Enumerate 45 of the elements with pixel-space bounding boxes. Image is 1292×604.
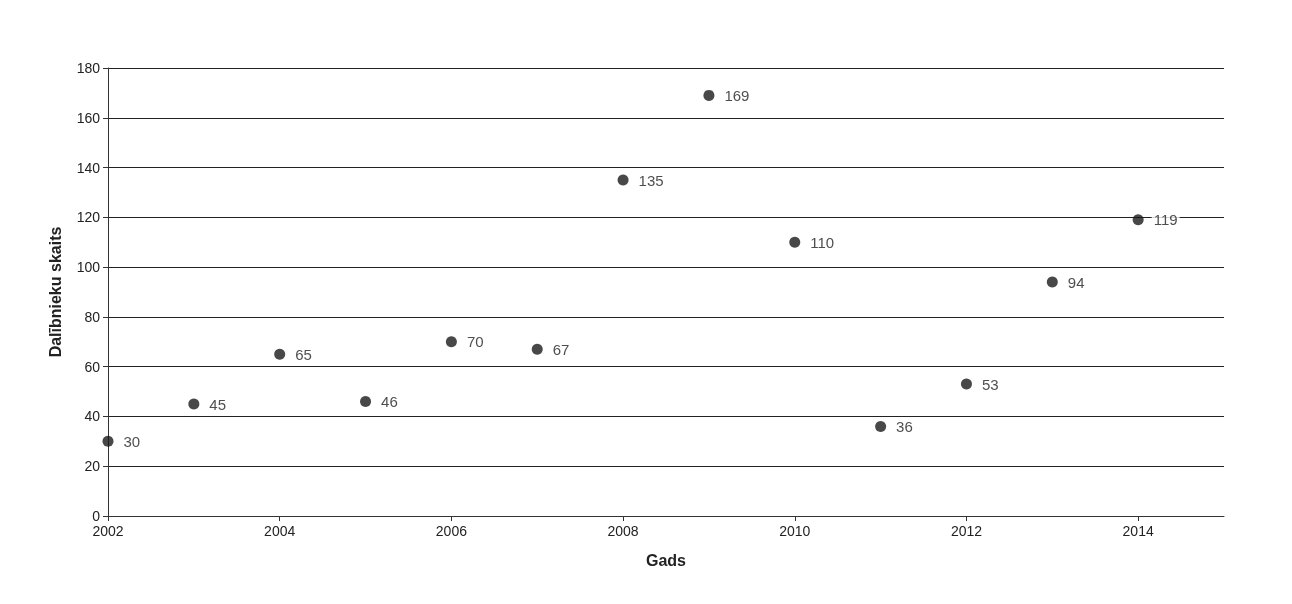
data-label: 94	[1067, 273, 1085, 291]
y-tick-label: 0	[92, 508, 101, 524]
y-tick-label: 60	[84, 358, 101, 375]
data-label: 36	[896, 417, 913, 435]
data-label: 46	[381, 393, 398, 411]
point	[703, 89, 715, 101]
point	[274, 348, 286, 360]
data-label: 169	[724, 86, 750, 104]
point	[875, 420, 887, 432]
y-tick-label: 140	[76, 159, 101, 176]
point	[445, 336, 457, 348]
x-tick-label: 2002	[92, 523, 124, 539]
point	[960, 378, 972, 390]
point	[617, 174, 629, 186]
point	[1046, 276, 1058, 288]
data-label: 119	[1153, 211, 1178, 229]
data-label: 110	[810, 233, 835, 251]
data-label: 135	[638, 171, 664, 189]
x-tick-label: 2006	[435, 523, 468, 539]
x-axis-title: Gads	[645, 551, 687, 569]
x-tick-label: 2014	[1122, 523, 1154, 539]
x-tick-label: 2010	[779, 523, 811, 539]
data-label: 30	[123, 432, 141, 450]
data-label: 65	[295, 345, 312, 363]
x-tick-label: 2004	[264, 523, 296, 539]
point	[789, 236, 801, 248]
y-axis-title: Dalībnieku skaits	[46, 226, 64, 358]
data-label: 67	[552, 340, 570, 358]
point	[531, 343, 543, 355]
y-tick-label: 180	[76, 60, 101, 76]
x-tick-label: 2008	[607, 523, 639, 539]
data-label: 70	[466, 333, 484, 351]
data-label: 53	[981, 375, 999, 393]
y-tick-label: 40	[84, 408, 101, 425]
y-tick-label: 20	[84, 458, 101, 475]
y-tick-label: 120	[76, 209, 101, 226]
y-tick-label: 80	[84, 308, 101, 325]
point	[360, 396, 372, 408]
point	[102, 435, 114, 447]
x-tick-label: 2012	[950, 523, 983, 539]
y-tick-label: 160	[76, 109, 101, 126]
y-tick-label: 100	[76, 259, 101, 276]
point	[1132, 214, 1144, 226]
point	[188, 398, 200, 410]
data-label: 45	[209, 395, 227, 413]
